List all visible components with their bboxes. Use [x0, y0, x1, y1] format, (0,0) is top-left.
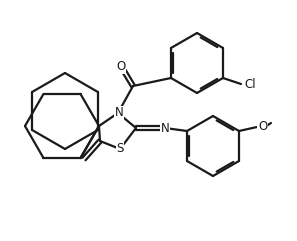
Text: Cl: Cl: [244, 78, 256, 91]
Text: N: N: [161, 121, 169, 134]
Text: O: O: [258, 120, 267, 133]
Text: O: O: [116, 60, 126, 74]
Text: N: N: [115, 107, 123, 120]
Text: S: S: [116, 142, 124, 155]
